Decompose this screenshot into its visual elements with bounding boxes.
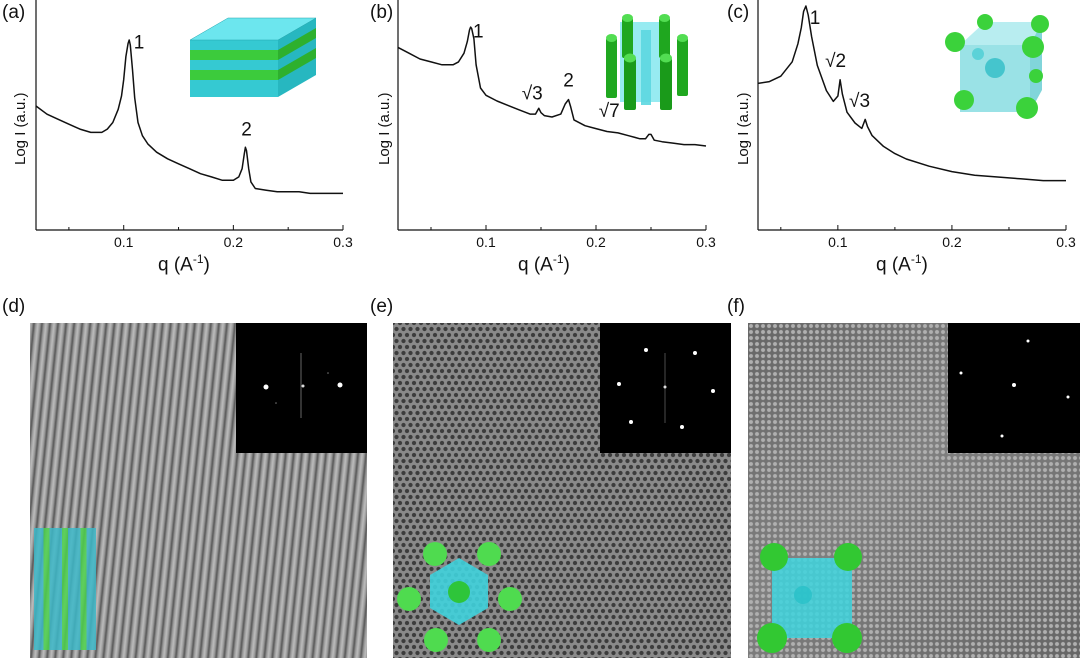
saxs-curve bbox=[757, 5, 1066, 182]
fft-inset-bcc bbox=[948, 323, 1080, 453]
tem-image-lamellar bbox=[30, 323, 367, 658]
fft-inset-hexagonal bbox=[600, 323, 731, 453]
peak-label: 1 bbox=[473, 21, 484, 42]
panel-label-a: (a) bbox=[2, 2, 26, 23]
panel-label-d: (d) bbox=[2, 296, 26, 317]
x-axis-label-a: q (A-1) bbox=[158, 252, 210, 276]
tem-image-bcc bbox=[748, 323, 1080, 658]
panel-label-e: (e) bbox=[370, 296, 394, 317]
peak-label: √3 bbox=[522, 84, 543, 105]
fft-pattern-hexagonal bbox=[617, 348, 715, 429]
square-overlay-icon bbox=[757, 543, 862, 653]
x-tick-label: 0.1 bbox=[828, 234, 848, 250]
panel-label-f: (f) bbox=[727, 296, 745, 317]
peak-label: √2 bbox=[825, 51, 846, 72]
x-axis-label-b: q (A-1) bbox=[518, 252, 570, 276]
fft-inset-lamellar bbox=[236, 323, 367, 453]
x-tick-label: 0.1 bbox=[114, 234, 134, 250]
chart-1: 0.1 0.2 0.3 1 √3 2 √7 bbox=[397, 0, 716, 250]
panel-label-c: (c) bbox=[727, 2, 750, 23]
x-tick-label: 0.2 bbox=[586, 234, 606, 250]
peak-label: 2 bbox=[241, 120, 252, 141]
x-tick-label: 0.3 bbox=[333, 234, 353, 250]
saxs-curve bbox=[35, 39, 343, 195]
peak-label: 2 bbox=[563, 71, 574, 92]
x-axis-label-c: q (A-1) bbox=[876, 252, 928, 276]
panel-label-b: (b) bbox=[370, 2, 394, 23]
saxs-curve bbox=[397, 26, 707, 147]
peak-label: √3 bbox=[849, 91, 870, 112]
x-tick-label: 0.1 bbox=[476, 234, 496, 250]
hexagon-overlay-icon bbox=[397, 542, 522, 652]
chart-2: 0.1 0.2 0.3 1 √2√3 bbox=[757, 0, 1076, 250]
tem-image-hexagonal bbox=[393, 323, 731, 658]
lamellar-overlay-icon bbox=[34, 528, 96, 650]
peak-label: 1 bbox=[810, 8, 821, 29]
peak-label: √7 bbox=[599, 101, 620, 122]
peak-label: 1 bbox=[134, 32, 145, 53]
fft-pattern-lamellar bbox=[263, 353, 343, 418]
x-tick-label: 0.3 bbox=[696, 234, 716, 250]
fft-pattern-bcc bbox=[959, 339, 1070, 438]
x-tick-label: 0.3 bbox=[1056, 234, 1076, 250]
x-tick-label: 0.2 bbox=[942, 234, 962, 250]
chart-0: 0.1 0.2 0.3 1 2 bbox=[35, 0, 353, 250]
x-tick-label: 0.2 bbox=[224, 234, 244, 250]
